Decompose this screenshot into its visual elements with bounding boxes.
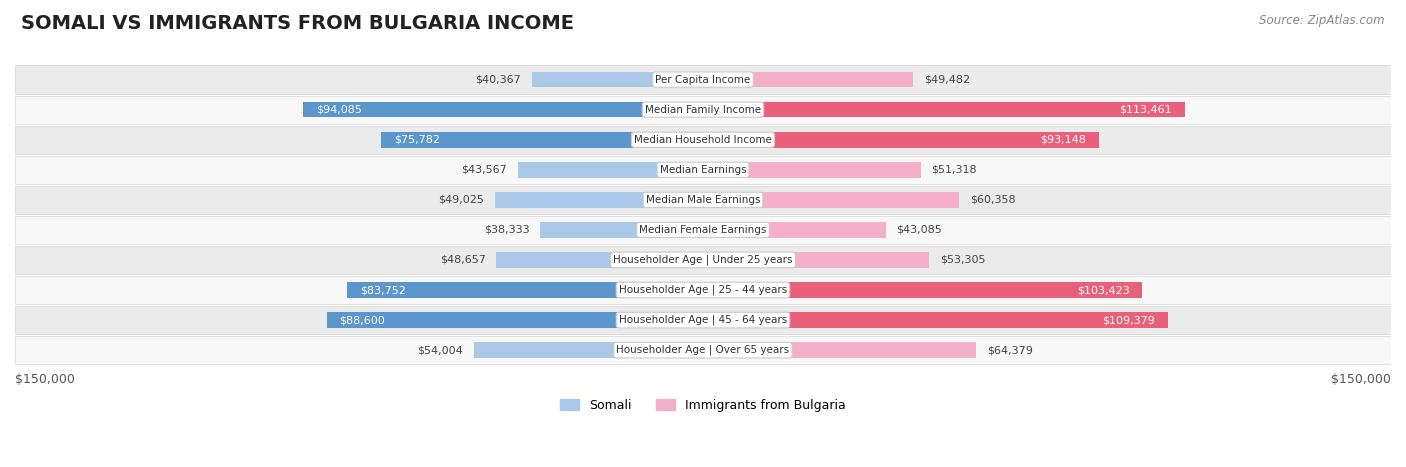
Bar: [496, 252, 703, 268]
Text: $40,367: $40,367: [475, 75, 522, 85]
Text: $88,600: $88,600: [339, 315, 385, 325]
Bar: [703, 132, 1098, 148]
Bar: [703, 342, 976, 358]
Text: $49,025: $49,025: [439, 195, 484, 205]
Text: Householder Age | Under 25 years: Householder Age | Under 25 years: [613, 255, 793, 265]
Text: Median Household Income: Median Household Income: [634, 134, 772, 145]
Bar: [703, 282, 1142, 298]
Bar: [15, 96, 1391, 124]
Text: Median Male Earnings: Median Male Earnings: [645, 195, 761, 205]
Bar: [495, 192, 703, 208]
Text: $83,752: $83,752: [360, 285, 406, 295]
Bar: [531, 72, 703, 87]
Text: Median Female Earnings: Median Female Earnings: [640, 225, 766, 235]
Bar: [703, 162, 921, 177]
Text: $49,482: $49,482: [924, 75, 970, 85]
Bar: [15, 126, 1391, 154]
Text: $51,318: $51,318: [932, 165, 977, 175]
Bar: [703, 192, 959, 208]
Text: $94,085: $94,085: [316, 105, 361, 114]
Text: $75,782: $75,782: [394, 134, 440, 145]
Bar: [540, 222, 703, 238]
Text: Median Family Income: Median Family Income: [645, 105, 761, 114]
Bar: [517, 162, 703, 177]
Text: $64,379: $64,379: [987, 345, 1033, 355]
Text: SOMALI VS IMMIGRANTS FROM BULGARIA INCOME: SOMALI VS IMMIGRANTS FROM BULGARIA INCOM…: [21, 14, 574, 33]
Bar: [347, 282, 703, 298]
Bar: [304, 102, 703, 118]
Bar: [15, 186, 1391, 214]
Bar: [326, 312, 703, 328]
Bar: [15, 65, 1391, 94]
Text: $43,567: $43,567: [461, 165, 508, 175]
Text: $103,423: $103,423: [1077, 285, 1129, 295]
Text: $43,085: $43,085: [897, 225, 942, 235]
Bar: [15, 276, 1391, 304]
Text: $53,305: $53,305: [941, 255, 986, 265]
Bar: [15, 216, 1391, 244]
Text: Median Earnings: Median Earnings: [659, 165, 747, 175]
Bar: [703, 222, 886, 238]
Text: Householder Age | 25 - 44 years: Householder Age | 25 - 44 years: [619, 285, 787, 295]
Text: $54,004: $54,004: [418, 345, 463, 355]
Bar: [703, 72, 912, 87]
Text: Source: ZipAtlas.com: Source: ZipAtlas.com: [1260, 14, 1385, 27]
Bar: [703, 312, 1167, 328]
Text: $150,000: $150,000: [15, 373, 75, 386]
Text: $113,461: $113,461: [1119, 105, 1173, 114]
Text: $48,657: $48,657: [440, 255, 485, 265]
Bar: [474, 342, 703, 358]
Text: $150,000: $150,000: [1331, 373, 1391, 386]
Text: $38,333: $38,333: [484, 225, 530, 235]
Legend: Somali, Immigrants from Bulgaria: Somali, Immigrants from Bulgaria: [555, 394, 851, 417]
Bar: [381, 132, 703, 148]
Text: Householder Age | Over 65 years: Householder Age | Over 65 years: [616, 345, 790, 355]
Text: Householder Age | 45 - 64 years: Householder Age | 45 - 64 years: [619, 315, 787, 325]
Bar: [15, 306, 1391, 334]
Bar: [15, 156, 1391, 184]
Bar: [15, 246, 1391, 274]
Bar: [15, 336, 1391, 364]
Text: Per Capita Income: Per Capita Income: [655, 75, 751, 85]
Text: $93,148: $93,148: [1040, 134, 1085, 145]
Text: $109,379: $109,379: [1102, 315, 1154, 325]
Bar: [703, 102, 1185, 118]
Text: $60,358: $60,358: [970, 195, 1015, 205]
Bar: [703, 252, 929, 268]
